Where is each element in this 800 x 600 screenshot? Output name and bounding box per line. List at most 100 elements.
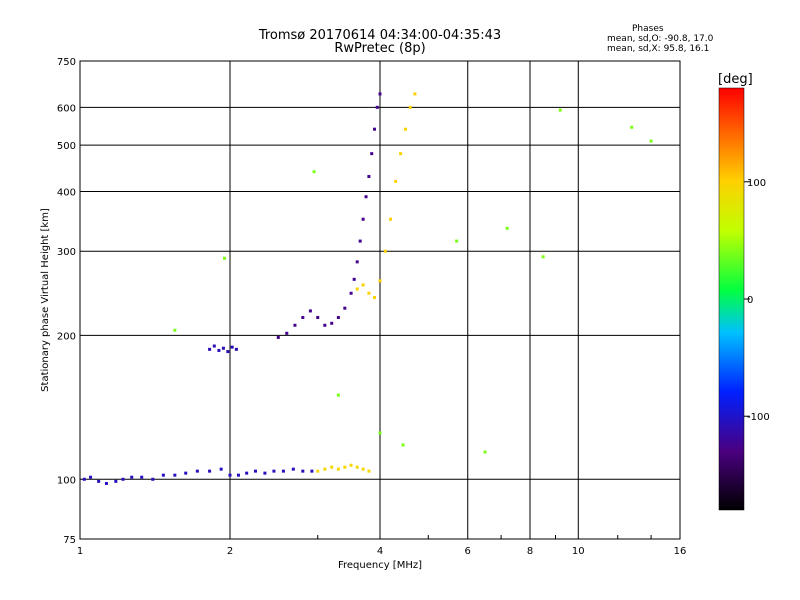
data-point	[323, 323, 327, 327]
x-tick-label: 10	[572, 546, 585, 557]
y-axis-label: Stationary phase Virtual Height [km]	[40, 208, 51, 392]
data-point	[219, 467, 223, 471]
data-point	[455, 239, 459, 243]
x-tick-label: 2	[227, 546, 233, 557]
data-point	[355, 465, 359, 469]
y-tick-label: 200	[57, 331, 76, 342]
data-point	[408, 105, 412, 109]
data-point	[370, 152, 374, 156]
data-point	[263, 471, 267, 475]
data-point	[285, 331, 289, 335]
data-point	[301, 469, 305, 473]
data-point	[230, 345, 234, 349]
chart-subtitle: RwPretec (8p)	[334, 41, 426, 56]
data-point	[208, 469, 212, 473]
data-point	[413, 92, 417, 96]
data-point	[378, 92, 382, 96]
x-tick-label: 1	[77, 546, 83, 557]
x-axis-label: Frequency [MHz]	[338, 560, 422, 571]
data-point	[343, 465, 347, 469]
data-point	[361, 217, 365, 221]
x-tick-label: 6	[465, 546, 471, 557]
data-point	[367, 174, 371, 178]
data-point	[367, 469, 371, 473]
data-point	[649, 139, 653, 143]
data-point	[316, 315, 320, 319]
data-point	[358, 239, 362, 243]
y-tick-label: 750	[57, 57, 76, 68]
data-point	[104, 481, 108, 485]
data-point	[383, 249, 387, 253]
data-point	[89, 475, 93, 479]
data-point	[312, 170, 316, 174]
data-point	[245, 471, 249, 475]
data-point	[367, 291, 371, 295]
data-point	[221, 346, 225, 350]
data-point	[97, 479, 101, 483]
data-point	[121, 477, 125, 481]
data-point	[355, 260, 359, 264]
data-point	[355, 287, 359, 291]
data-point	[253, 469, 257, 473]
y-tick-label: 400	[57, 187, 76, 198]
phases-o-stats: mean, sd,O: -90.8, 17.0	[607, 34, 714, 44]
x-tick-label: 16	[674, 546, 687, 557]
data-point	[330, 321, 334, 325]
data-point	[281, 469, 285, 473]
data-point	[276, 335, 280, 339]
data-point	[223, 256, 227, 260]
data-point	[310, 469, 314, 473]
data-point	[184, 471, 188, 475]
y-tick-label: 600	[57, 103, 76, 114]
phases-x-stats: mean, sd,X: 95.8, 16.1	[607, 44, 710, 54]
data-point	[301, 315, 305, 319]
y-tick-label: 100	[57, 475, 76, 486]
data-point	[541, 255, 545, 259]
data-point	[336, 393, 340, 397]
colorbar-label: [deg]	[718, 72, 753, 87]
data-point	[630, 125, 634, 129]
data-point	[173, 473, 177, 477]
data-point	[375, 105, 379, 109]
data-point	[151, 477, 155, 481]
data-point	[316, 469, 320, 473]
data-point	[349, 291, 353, 295]
data-point	[291, 467, 295, 471]
data-point	[373, 127, 377, 131]
plot-frame	[79, 60, 681, 540]
data-point	[272, 469, 276, 473]
data-point	[293, 323, 297, 327]
data-point	[173, 328, 177, 332]
data-point	[343, 306, 347, 310]
data-point	[212, 344, 216, 348]
data-point	[378, 431, 382, 435]
data-point	[217, 348, 221, 352]
data-point	[228, 473, 232, 477]
data-point	[226, 350, 230, 354]
colorbar-tick-label: 0	[747, 295, 753, 306]
data-point	[234, 347, 238, 351]
data-point	[403, 127, 407, 131]
data-point	[330, 465, 334, 469]
data-point	[323, 467, 327, 471]
data-point	[361, 467, 365, 471]
data-point	[401, 443, 405, 447]
chart-title: Tromsø 20170614 04:34:00-04:35:43	[258, 28, 502, 43]
data-point	[558, 108, 562, 112]
data-point	[373, 296, 377, 300]
data-point	[378, 279, 382, 283]
colorbar	[718, 87, 745, 511]
data-point	[483, 450, 487, 454]
data-point	[140, 475, 144, 479]
data-point	[208, 347, 212, 351]
data-point	[161, 473, 165, 477]
data-point	[352, 277, 356, 281]
data-point	[399, 152, 403, 156]
data-point	[364, 195, 368, 199]
data-point	[505, 226, 509, 230]
data-point	[308, 309, 312, 313]
data-point	[349, 463, 353, 467]
colorbar-tick-label: -100	[747, 412, 770, 423]
colorbar-tick-label: 100	[747, 178, 766, 189]
